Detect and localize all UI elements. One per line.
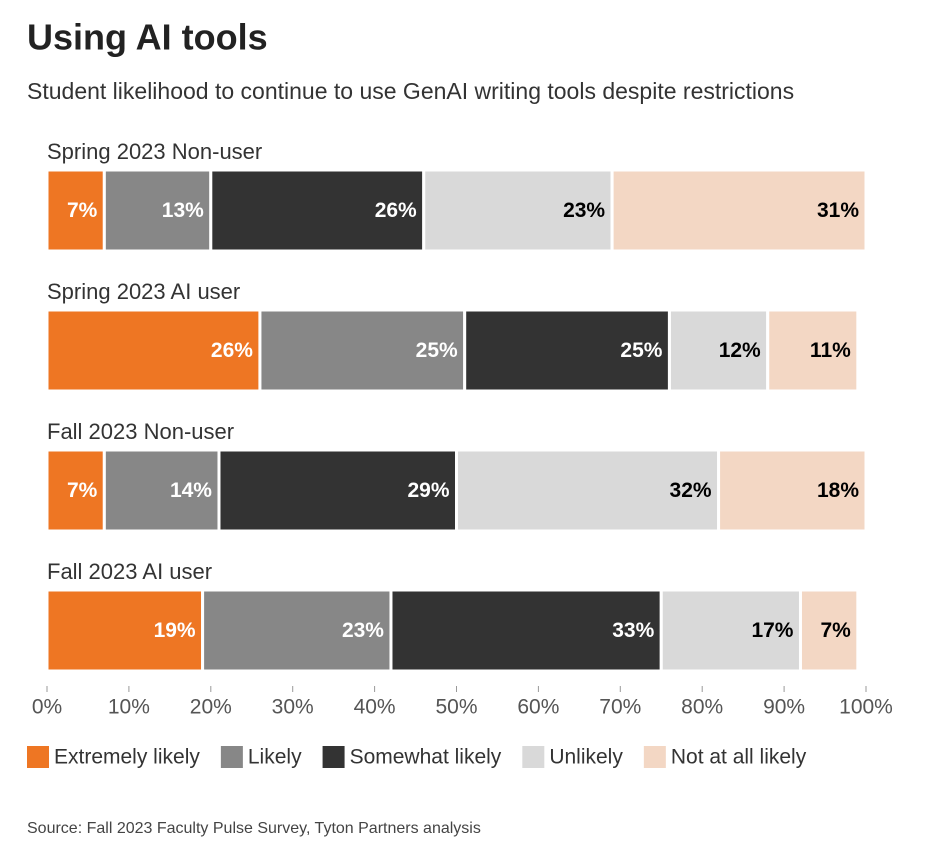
bar-segment xyxy=(717,448,868,533)
bar-segment xyxy=(45,168,106,253)
value-label: 25% xyxy=(416,339,458,362)
bar-segment xyxy=(659,588,802,673)
source-note: Source: Fall 2023 Faculty Pulse Survey, … xyxy=(27,820,481,837)
value-label: 14% xyxy=(170,479,212,502)
x-tick-label: 90% xyxy=(763,696,805,719)
legend-label: Likely xyxy=(248,746,302,769)
chart-title: Using AI tools xyxy=(27,17,268,58)
category-label: Fall 2023 Non-user xyxy=(47,419,234,444)
chart-subtitle: Student likelihood to continue to use Ge… xyxy=(27,78,794,104)
value-label: 7% xyxy=(67,479,98,502)
value-label: 19% xyxy=(154,619,196,642)
legend-swatch xyxy=(322,746,345,768)
value-label: 29% xyxy=(407,479,449,502)
x-tick-label: 20% xyxy=(190,696,232,719)
legend-label: Unlikely xyxy=(549,746,623,769)
x-tick-label: 70% xyxy=(599,696,641,719)
bar-segment xyxy=(209,168,426,253)
bar-segment xyxy=(610,168,868,253)
x-tick-label: 80% xyxy=(681,696,723,719)
bar-segment xyxy=(45,588,205,673)
legend-label: Not at all likely xyxy=(671,746,807,769)
legend-label: Somewhat likely xyxy=(350,746,502,769)
bar-segment xyxy=(455,448,721,533)
value-label: 32% xyxy=(670,479,712,502)
bar-segment xyxy=(217,448,458,533)
legend-swatch xyxy=(643,746,666,768)
value-label: 17% xyxy=(751,619,793,642)
value-label: 26% xyxy=(211,339,253,362)
category-label: Fall 2023 AI user xyxy=(47,559,212,584)
x-tick-label: 0% xyxy=(32,696,62,719)
x-tick-label: 100% xyxy=(839,696,893,719)
legend-swatch xyxy=(522,746,545,768)
value-label: 12% xyxy=(719,339,761,362)
bar-segment xyxy=(45,308,262,393)
value-label: 23% xyxy=(563,199,605,222)
category-label: Spring 2023 AI user xyxy=(47,279,240,304)
legend-swatch xyxy=(27,746,49,768)
value-label: 11% xyxy=(810,339,851,362)
value-label: 31% xyxy=(817,199,859,222)
value-label: 23% xyxy=(342,619,384,642)
value-label: 33% xyxy=(612,619,654,642)
bar-segment xyxy=(667,308,770,393)
value-label: 18% xyxy=(817,479,859,502)
legend-swatch xyxy=(220,746,243,768)
value-label: 13% xyxy=(162,199,204,222)
x-tick-label: 10% xyxy=(108,696,150,719)
value-label: 7% xyxy=(820,619,851,642)
x-tick-label: 40% xyxy=(354,696,396,719)
bar-segment xyxy=(798,588,860,673)
bar-segment xyxy=(102,168,213,253)
x-tick-label: 60% xyxy=(517,696,559,719)
bar-segment xyxy=(201,588,393,673)
bar-segment xyxy=(389,588,663,673)
bar-segment xyxy=(463,308,671,393)
x-tick-label: 30% xyxy=(272,696,314,719)
bar-segment xyxy=(766,308,860,393)
x-tick-label: 50% xyxy=(435,696,477,719)
bar-segment xyxy=(102,448,221,533)
value-label: 7% xyxy=(67,199,98,222)
value-label: 25% xyxy=(620,339,662,362)
legend-label: Extremely likely xyxy=(54,746,200,769)
bar-segment xyxy=(258,308,467,393)
value-label: 26% xyxy=(375,199,417,222)
category-label: Spring 2023 Non-user xyxy=(47,139,262,164)
